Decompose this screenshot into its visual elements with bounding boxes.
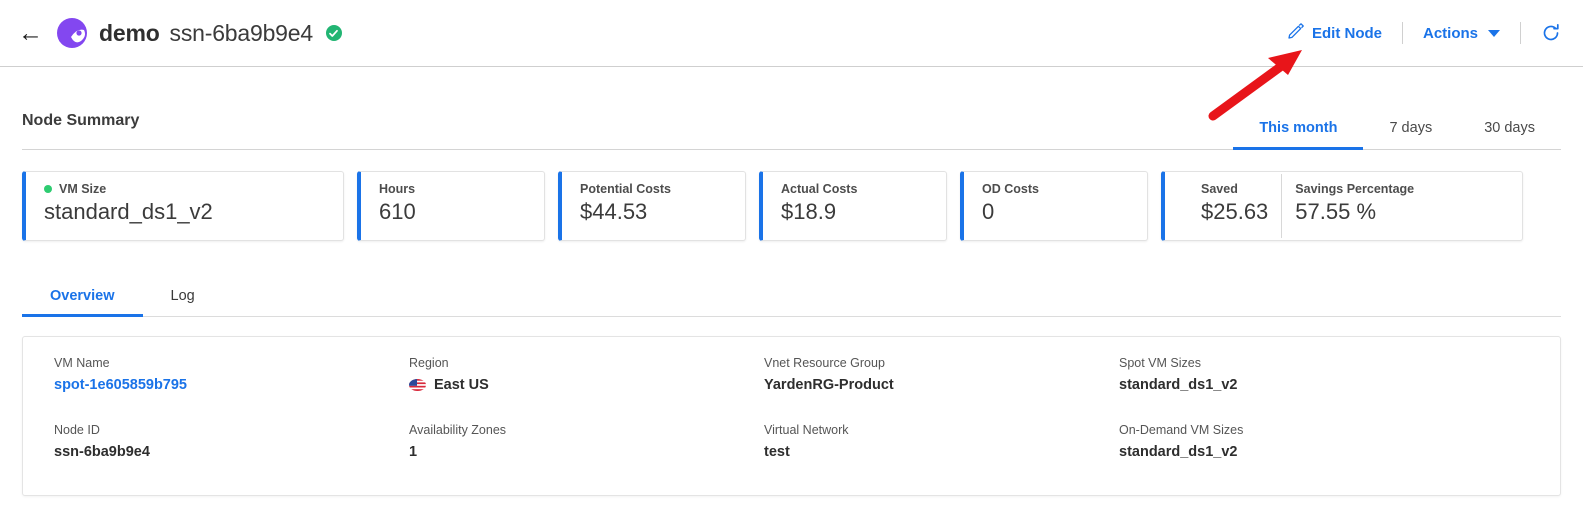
actions-dropdown[interactable]: Actions <box>1423 25 1500 42</box>
overview-details-panel: VM Name spot-1e605859b795 Region East US <box>22 336 1561 496</box>
metric-label-text: VM Size <box>59 182 107 196</box>
detail-value-node-id: ssn-6ba9b9e4 <box>54 444 150 460</box>
metric-value-hours: 610 <box>379 199 416 224</box>
detail-value-on-demand-vm-sizes: standard_ds1_v2 <box>1119 444 1238 460</box>
metric-card-hours: Hours 610 <box>357 171 545 241</box>
metric-card-od-costs: OD Costs 0 <box>960 171 1148 241</box>
detail-field-spot-vm-sizes: Spot VM Sizes standard_ds1_v2 <box>1119 356 1237 393</box>
saved-card-divider <box>1281 174 1283 238</box>
node-id-label: ssn-6ba9b9e4 <box>169 19 314 46</box>
tab-log[interactable]: Log <box>170 288 195 304</box>
metric-value-potential-costs: $44.53 <box>580 199 648 224</box>
chevron-down-icon <box>1488 29 1500 37</box>
detail-label-on-demand-vm-sizes: On-Demand VM Sizes <box>1119 423 1244 437</box>
back-arrow-icon[interactable]: ← <box>18 18 43 47</box>
node-summary-header: Node Summary This month 7 days 30 days <box>22 67 1561 150</box>
metric-label-potential-costs: Potential Costs <box>580 182 671 196</box>
card-spacer <box>746 171 759 241</box>
metric-card-potential-costs: Potential Costs $44.53 <box>558 171 746 241</box>
metric-card-vm-size: VM Size standard_ds1_v2 <box>22 171 344 241</box>
detail-value-virtual-network: test <box>764 444 790 460</box>
detail-label-spot-vm-sizes: Spot VM Sizes <box>1119 356 1201 370</box>
metric-value-vm-size: standard_ds1_v2 <box>44 199 213 224</box>
detail-field-availability-zones: Availability Zones 1 <box>409 423 764 460</box>
detail-value-vnet-resource-group: YardenRG-Product <box>764 377 894 393</box>
header-divider-1 <box>1401 22 1403 44</box>
metric-card-saved: Saved $25.63 Savings Percentage 57.55 % <box>1161 171 1523 241</box>
metric-label-savings-percentage: Savings Percentage <box>1295 182 1415 196</box>
pencil-icon <box>1288 23 1304 43</box>
edit-node-label: Edit Node <box>1311 24 1382 42</box>
card-spacer <box>344 171 357 241</box>
card-spacer <box>545 171 558 241</box>
metric-label-od-costs: OD Costs <box>982 182 1039 196</box>
header-divider-2 <box>1520 22 1521 44</box>
check-circle-icon <box>325 25 342 41</box>
node-summary-title: Node Summary <box>22 112 140 129</box>
edit-node-button[interactable]: Edit Node <box>1288 23 1382 43</box>
card-spacer <box>1148 171 1161 241</box>
detail-field-virtual-network: Virtual Network test <box>764 423 1119 460</box>
metric-label-saved: Saved <box>1201 182 1238 196</box>
period-tab-7-days[interactable]: 7 days <box>1389 120 1433 136</box>
tab-overview[interactable]: Overview <box>22 288 143 317</box>
metric-value-savings-percentage: 57.55 % <box>1295 199 1377 224</box>
detail-field-node-id: Node ID ssn-6ba9b9e4 <box>54 423 409 460</box>
detail-label-virtual-network: Virtual Network <box>764 423 849 437</box>
metric-value-actual-costs: $18.9 <box>781 199 837 224</box>
us-flag-icon <box>409 379 426 391</box>
detail-label-node-id: Node ID <box>54 423 100 437</box>
period-tab-30-days[interactable]: 30 days <box>1484 120 1535 136</box>
detail-row: Node ID ssn-6ba9b9e4 Availability Zones … <box>23 423 1560 460</box>
detail-label-region: Region <box>409 356 449 370</box>
metric-card-actual-costs: Actual Costs $18.9 <box>759 171 947 241</box>
detail-value-region-wrap: East US <box>409 377 764 393</box>
period-tab-this-month[interactable]: This month <box>1233 120 1364 150</box>
detail-label-vnet-resource-group: Vnet Resource Group <box>764 356 885 370</box>
comet-logo-icon <box>57 18 87 48</box>
content-tabs: Overview Log <box>22 274 1561 317</box>
metric-subcard-savings-percentage: Savings Percentage 57.55 % <box>1295 172 1414 240</box>
detail-value-spot-vm-sizes: standard_ds1_v2 <box>1119 377 1238 393</box>
page-header: ← demo ssn-6ba9b9e4 Edit Node Acti <box>0 0 1583 67</box>
metric-label-actual-costs: Actual Costs <box>781 182 858 196</box>
detail-row: VM Name spot-1e605859b795 Region East US <box>23 356 1560 393</box>
card-spacer <box>947 171 960 241</box>
metric-label-vm-size: VM Size <box>44 182 343 196</box>
metric-value-od-costs: 0 <box>982 199 995 224</box>
header-actions: Edit Node Actions <box>1288 0 1561 66</box>
metric-subcard-saved: Saved $25.63 <box>1183 172 1268 240</box>
detail-value-region: East US <box>434 377 489 393</box>
detail-field-region: Region East US <box>409 356 764 393</box>
detail-label-availability-zones: Availability Zones <box>409 423 507 437</box>
refresh-icon[interactable] <box>1541 23 1561 43</box>
detail-label-vm-name: VM Name <box>54 356 110 370</box>
actions-label: Actions <box>1422 24 1478 42</box>
detail-field-vnet-resource-group: Vnet Resource Group YardenRG-Product <box>764 356 1119 393</box>
metric-value-saved: $25.63 <box>1201 199 1269 224</box>
period-tabs: This month 7 days 30 days <box>1233 120 1561 150</box>
detail-value-vm-name[interactable]: spot-1e605859b795 <box>54 377 187 393</box>
page-title: demo <box>99 19 160 46</box>
detail-field-vm-name: VM Name spot-1e605859b795 <box>54 356 409 393</box>
detail-value-availability-zones: 1 <box>409 444 418 460</box>
detail-field-on-demand-vm-sizes: On-Demand VM Sizes standard_ds1_v2 <box>1119 423 1243 460</box>
metric-label-hours: Hours <box>379 182 416 196</box>
status-dot-icon <box>44 185 52 193</box>
metric-cards: VM Size standard_ds1_v2 Hours 610 Potent… <box>22 171 1561 241</box>
